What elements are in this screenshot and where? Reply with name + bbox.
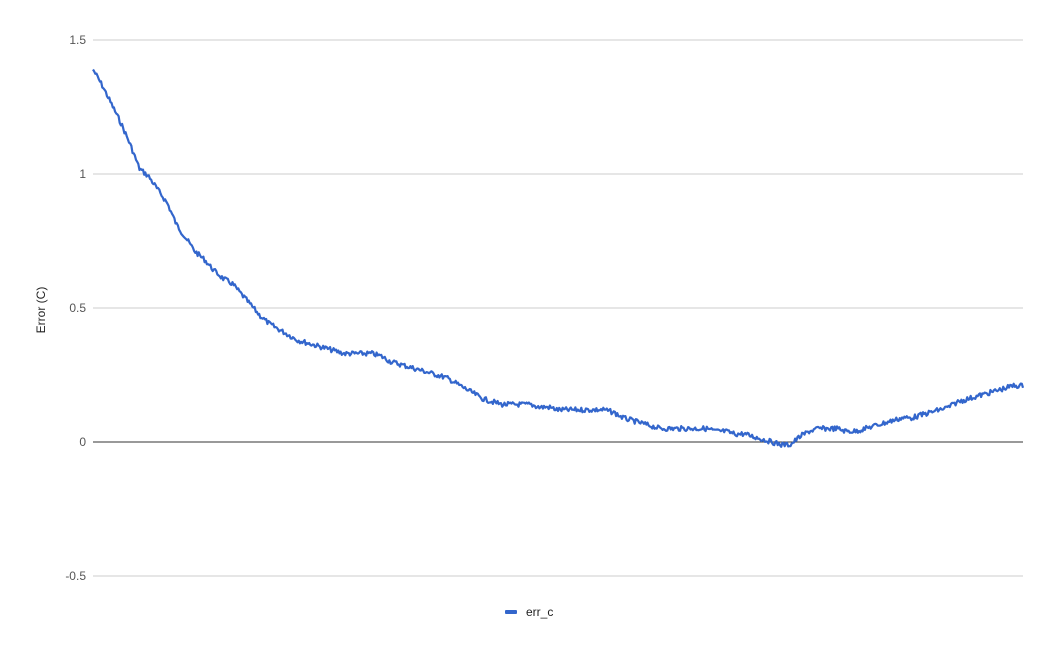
legend-swatch-err-c <box>505 610 517 614</box>
y-tick-label: 0.5 <box>69 301 86 315</box>
series-layer <box>92 68 1025 448</box>
y-tick-label: -0.5 <box>65 569 86 583</box>
legend[interactable]: err_c <box>505 605 553 619</box>
y-tick-label: 1.5 <box>69 33 86 47</box>
legend-label-err-c: err_c <box>526 605 553 619</box>
y-axis-ticks: 1.5 1 0.5 0 -0.5 <box>65 33 86 583</box>
gridlines <box>93 39 1023 577</box>
series-line-err-c[interactable] <box>92 68 1025 448</box>
y-axis-title: Error (C) <box>34 287 48 334</box>
y-tick-label: 1 <box>79 167 86 181</box>
y-tick-label: 0 <box>79 435 86 449</box>
